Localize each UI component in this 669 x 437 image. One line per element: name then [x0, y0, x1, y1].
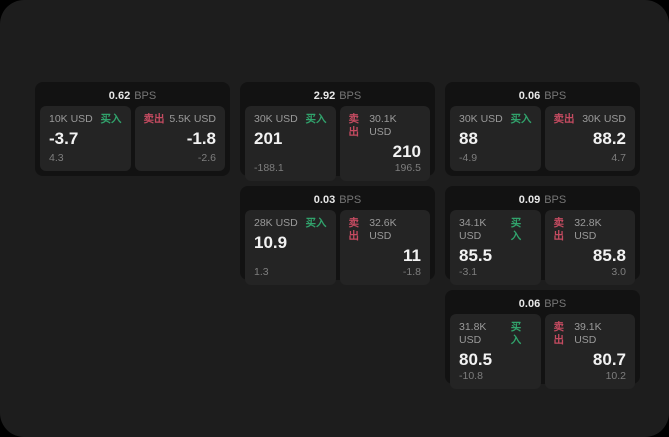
bps-value: 0.06	[518, 90, 541, 102]
buy-price: 85.5	[459, 246, 493, 265]
sell-label: 卖出	[143, 113, 165, 125]
sell-price: 85.8	[592, 246, 626, 265]
quote-card-4: 0.03 BPS 28K USD 买入 10.9 1.3 卖出 32.6K US…	[240, 186, 435, 285]
buy-amount: 30K USD	[254, 113, 298, 125]
quote-card-6: 0.06 BPS 31.8K USD 买入 80.5 -10.8 卖出 39.1…	[445, 290, 640, 389]
buy-price: 10.9	[254, 233, 288, 252]
sell-tile[interactable]: 卖出 39.1K USD 80.7 10.2	[544, 314, 635, 389]
bps-header: 0.62 BPS	[40, 87, 225, 106]
bps-header: 0.06 BPS	[450, 295, 635, 314]
buy-delta: -188.1	[254, 162, 284, 174]
bps-unit-label: BPS	[544, 90, 567, 102]
buy-label: 买入	[510, 113, 532, 125]
bps-value: 2.92	[313, 90, 336, 102]
buy-price: 80.5	[459, 350, 493, 369]
buy-amount: 30K USD	[459, 113, 503, 125]
sell-amount: 5.5K USD	[169, 113, 216, 125]
buy-label: 买入	[510, 217, 522, 242]
sell-label: 卖出	[553, 217, 565, 242]
sell-amount: 39.1K USD	[574, 321, 602, 346]
sell-delta: 4.7	[611, 152, 626, 164]
buy-amount: 34.1K USD	[459, 217, 487, 242]
buy-label: 买入	[510, 321, 522, 346]
sell-tile[interactable]: 卖出 5.5K USD -1.8 -2.6	[134, 106, 225, 171]
sell-delta: 196.5	[394, 162, 421, 174]
sell-label: 卖出	[348, 217, 360, 242]
sell-delta: -1.8	[402, 266, 421, 278]
sell-amount: 32.8K USD	[574, 217, 602, 242]
sell-delta: -2.6	[197, 152, 216, 164]
sell-amount: 32.6K USD	[369, 217, 397, 242]
sell-label: 卖出	[348, 113, 360, 138]
buy-delta: -10.8	[459, 370, 483, 382]
buy-tile[interactable]: 31.8K USD 买入 80.5 -10.8	[450, 314, 541, 389]
sell-amount: 30.1K USD	[369, 113, 397, 138]
buy-price: -3.7	[49, 129, 79, 148]
bps-header: 0.09 BPS	[450, 191, 635, 210]
buy-delta: -4.9	[459, 152, 478, 164]
sell-tile[interactable]: 卖出 30K USD 88.2 4.7	[544, 106, 635, 171]
buy-delta: 4.3	[49, 152, 64, 164]
quote-card-5: 0.09 BPS 34.1K USD 买入 85.5 -3.1 卖出 32.8K…	[445, 186, 640, 285]
bps-unit-label: BPS	[544, 194, 567, 206]
buy-tile[interactable]: 30K USD 买入 201 -188.1	[245, 106, 336, 181]
bps-unit-label: BPS	[339, 194, 362, 206]
sell-label: 卖出	[553, 321, 565, 346]
buy-tile[interactable]: 34.1K USD 买入 85.5 -3.1	[450, 210, 541, 285]
quote-card-2: 2.92 BPS 30K USD 买入 201 -188.1 卖出 30.1K …	[240, 82, 435, 181]
sell-tile[interactable]: 卖出 32.6K USD 11 -1.8	[339, 210, 430, 285]
buy-price: 88	[459, 129, 478, 148]
bps-header: 2.92 BPS	[245, 87, 430, 106]
buy-label: 买入	[305, 217, 327, 229]
bps-unit-label: BPS	[134, 90, 157, 102]
sell-label: 卖出	[553, 113, 575, 125]
bps-value: 0.06	[518, 298, 541, 310]
buy-tile[interactable]: 28K USD 买入 10.9 1.3	[245, 210, 336, 285]
sell-price: 210	[392, 142, 421, 161]
bps-value: 0.09	[518, 194, 541, 206]
bps-value: 0.03	[313, 194, 336, 206]
buy-tile[interactable]: 10K USD 买入 -3.7 4.3	[40, 106, 131, 171]
buy-tile[interactable]: 30K USD 买入 88 -4.9	[450, 106, 541, 171]
bps-unit-label: BPS	[339, 90, 362, 102]
sell-price: 80.7	[592, 350, 626, 369]
sell-tile[interactable]: 卖出 32.8K USD 85.8 3.0	[544, 210, 635, 285]
buy-amount: 31.8K USD	[459, 321, 487, 346]
buy-label: 买入	[100, 113, 122, 125]
buy-price: 201	[254, 129, 283, 148]
buy-label: 买入	[305, 113, 327, 125]
sell-delta: 3.0	[611, 266, 626, 278]
sell-price: 11	[403, 246, 421, 265]
sell-tile[interactable]: 卖出 30.1K USD 210 196.5	[339, 106, 430, 181]
bps-header: 0.03 BPS	[245, 191, 430, 210]
quote-card-1: 0.62 BPS 10K USD 买入 -3.7 4.3 卖出 5.5K USD	[35, 82, 230, 176]
sell-delta: 10.2	[605, 370, 626, 382]
buy-delta: -3.1	[459, 266, 478, 278]
sell-price: -1.8	[186, 129, 216, 148]
bps-value: 0.62	[108, 90, 131, 102]
sell-amount: 30K USD	[582, 113, 626, 125]
quote-card-3: 0.06 BPS 30K USD 买入 88 -4.9 卖出 30K USD	[445, 82, 640, 176]
buy-delta: 1.3	[254, 266, 269, 278]
bps-header: 0.06 BPS	[450, 87, 635, 106]
bps-unit-label: BPS	[544, 298, 567, 310]
buy-amount: 10K USD	[49, 113, 93, 125]
buy-amount: 28K USD	[254, 217, 298, 229]
sell-price: 88.2	[592, 129, 626, 148]
